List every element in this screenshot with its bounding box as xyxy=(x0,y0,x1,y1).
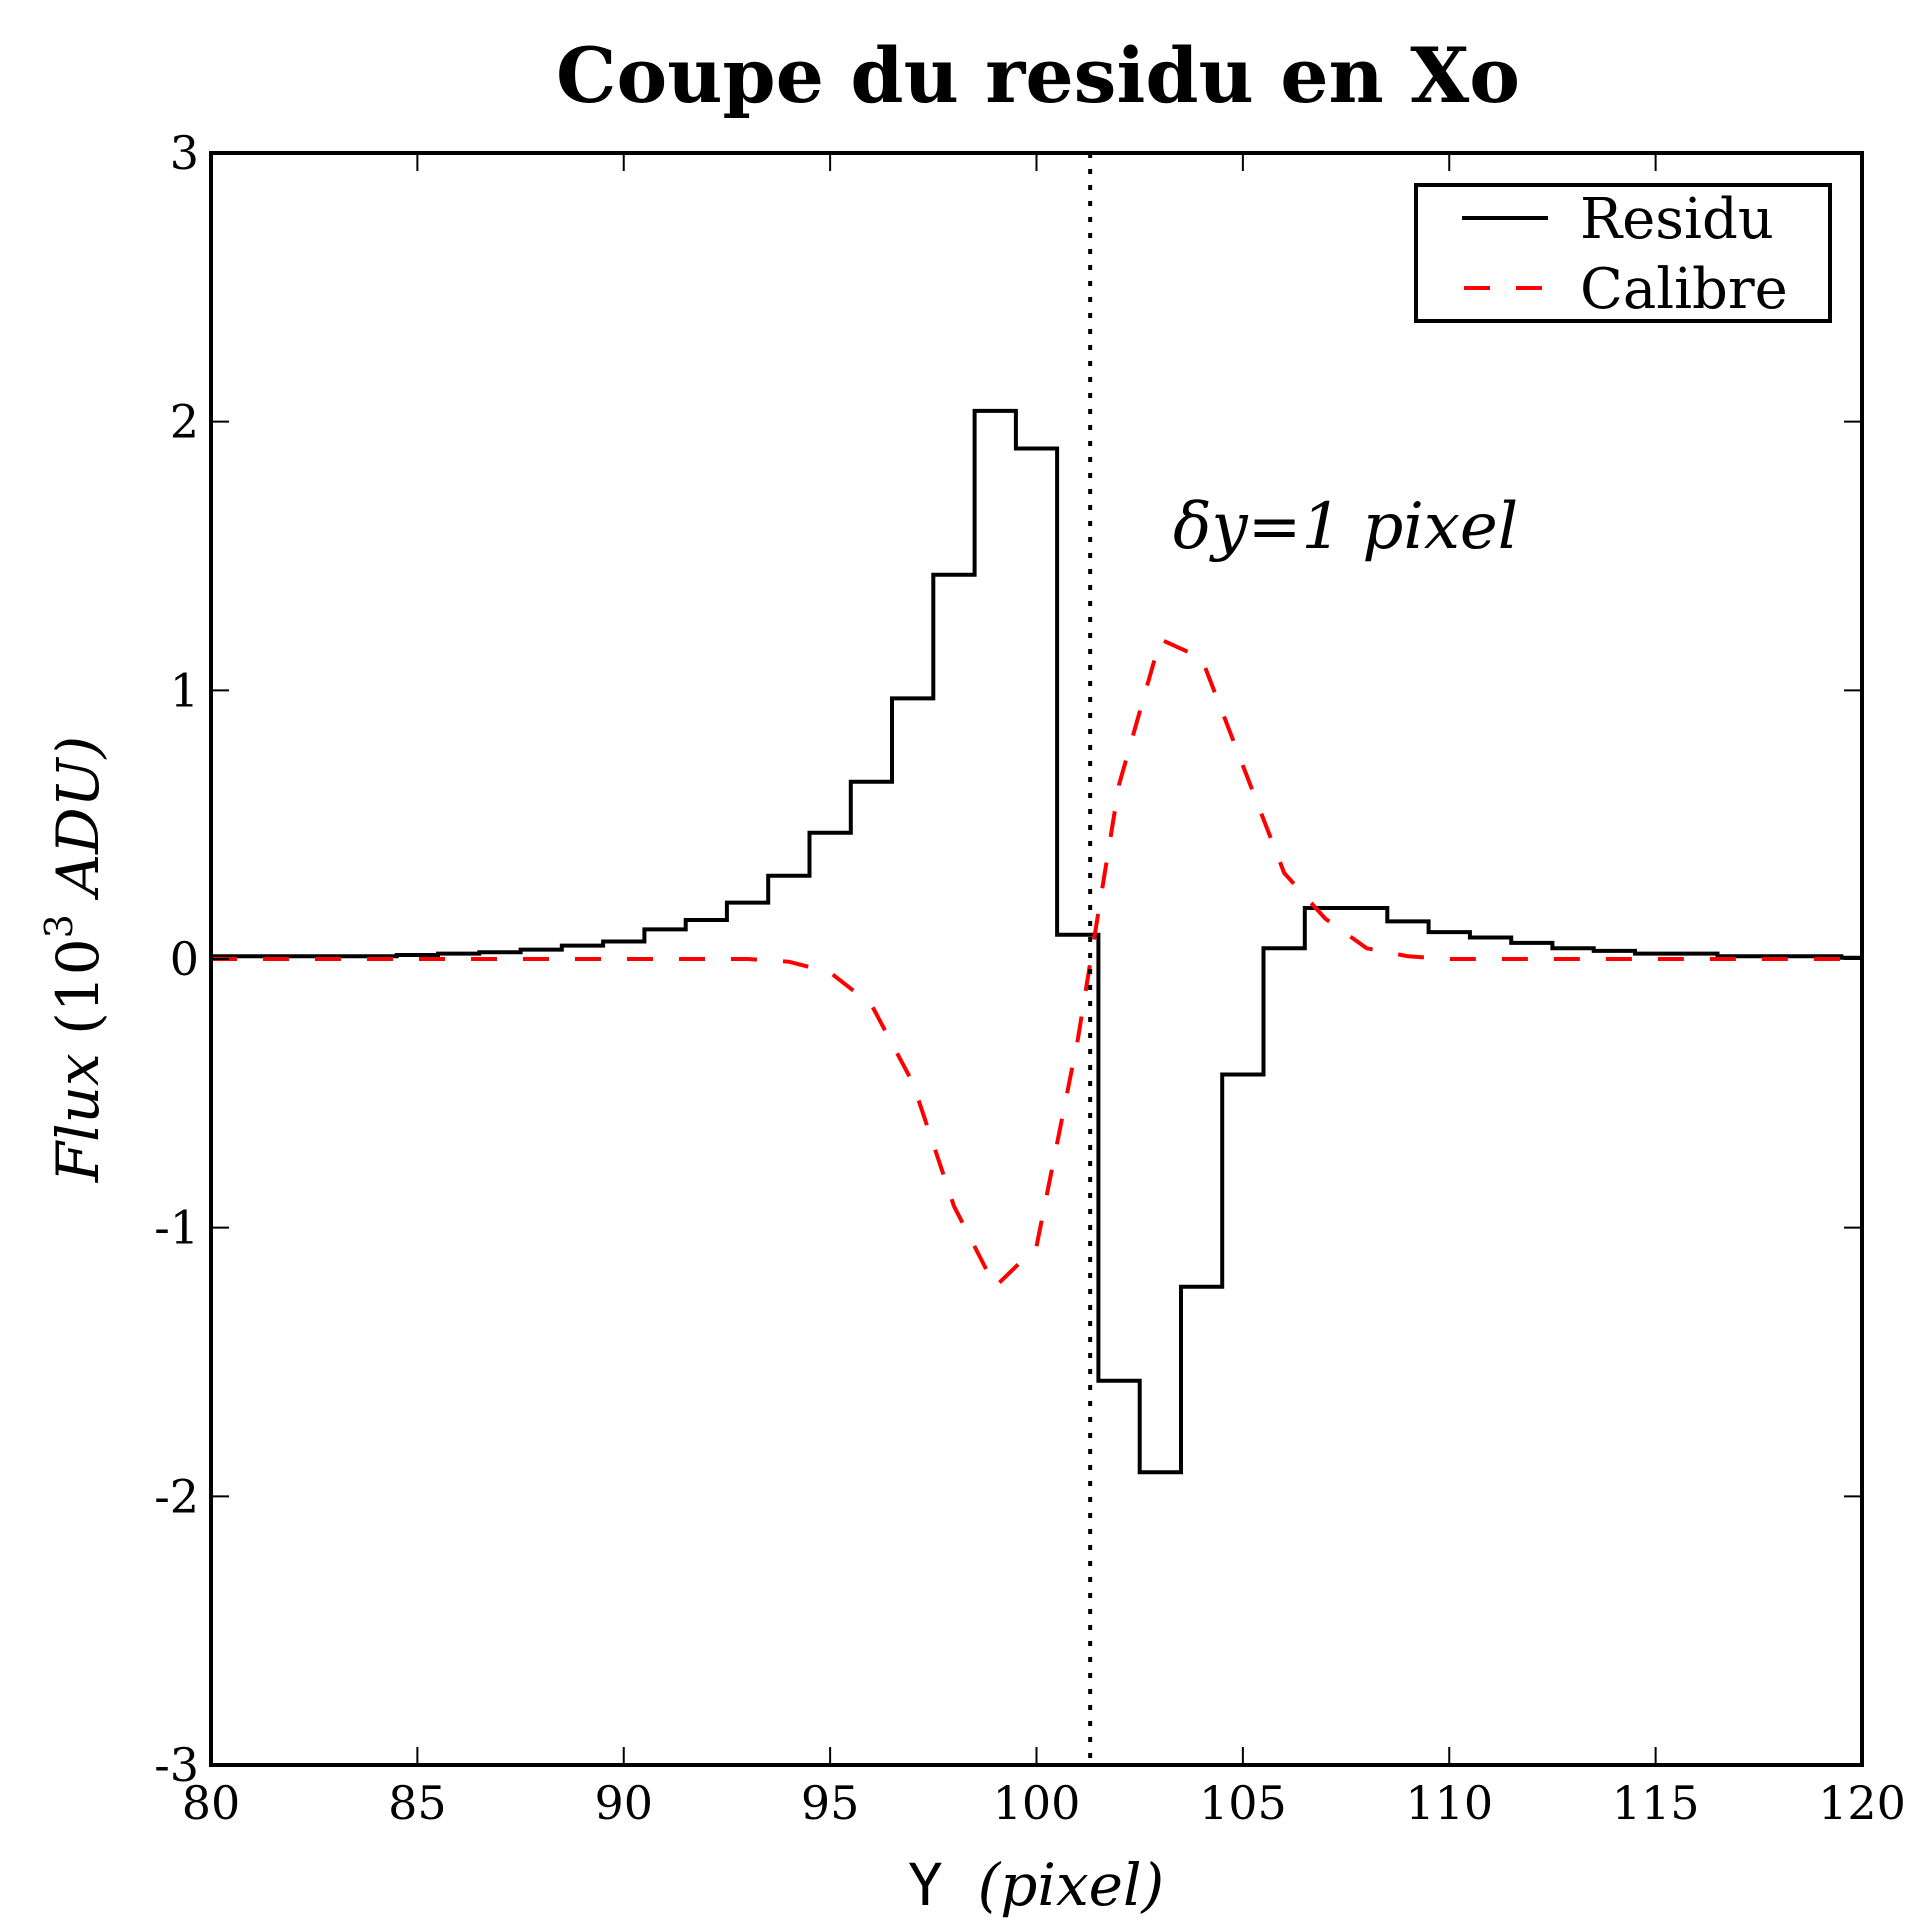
y-axis-label-sup: 3 xyxy=(37,914,81,938)
chart-title: Coupe du residu en Xo xyxy=(556,31,1520,120)
legend: Residu Calibre xyxy=(1414,183,1832,323)
series-residu xyxy=(211,408,1862,1475)
legend-calibre-label: Calibre xyxy=(1580,257,1788,322)
y-tick-label: 2 xyxy=(170,395,199,449)
axes-frame xyxy=(209,151,1864,1767)
y-tick-label: 3 xyxy=(170,126,199,180)
tick-labels: 80 85 90 95 100 105 110 115 120 3 2 1 0 -1 -2 -3 xyxy=(154,126,1906,1830)
x-axis-label: Y (pixel) xyxy=(908,1851,1164,1919)
plot-area xyxy=(211,153,1862,1765)
y-tick-label: 1 xyxy=(170,663,199,717)
x-tick-label: 80 xyxy=(182,1776,241,1830)
delta-y-annotation: δy=1 pixel xyxy=(1173,490,1518,564)
y-axis-label-unit: ADU) xyxy=(44,736,112,914)
x-tick-label: 115 xyxy=(1612,1776,1700,1830)
y-axis-label: Flux (103 ADU) xyxy=(37,736,112,1183)
y-tick-label: -2 xyxy=(154,1469,199,1523)
x-tick-label: 110 xyxy=(1405,1776,1493,1830)
y-axis-label-flux: Flux xyxy=(44,1053,112,1183)
legend-frame xyxy=(1414,183,1832,323)
y-tick-label: -3 xyxy=(154,1738,199,1792)
series-calibre xyxy=(211,636,1862,1291)
x-tick-label: 90 xyxy=(594,1776,653,1830)
legend-residu-label: Residu xyxy=(1580,187,1774,252)
x-tick-label: 100 xyxy=(993,1776,1081,1830)
x-tick-label: 120 xyxy=(1818,1776,1906,1830)
x-tick-label: 105 xyxy=(1199,1776,1287,1830)
y-tick-label: 0 xyxy=(170,932,199,986)
x-tick-label: 85 xyxy=(388,1776,447,1830)
x-axis-label-plain: Y xyxy=(908,1851,978,1919)
x-tick-label: 95 xyxy=(801,1776,860,1830)
y-axis-label-open: (10 xyxy=(44,938,112,1053)
x-axis-label-unit: (pixel) xyxy=(978,1851,1165,1919)
y-tick-label: -1 xyxy=(154,1201,199,1255)
